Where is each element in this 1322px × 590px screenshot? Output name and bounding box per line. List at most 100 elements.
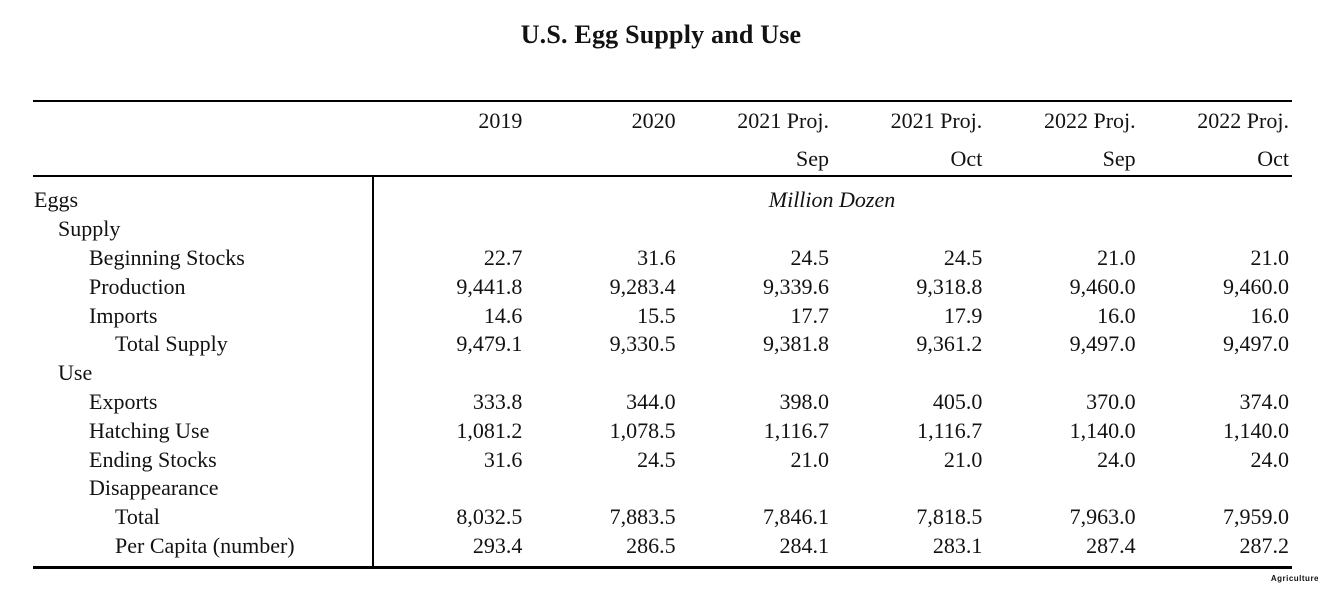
column-month-header-4: Sep: [1102, 146, 1136, 171]
column-month-header-0: [372, 146, 525, 172]
row-label: Per Capita (number): [115, 532, 295, 558]
cell-value: 9,497.0: [1069, 331, 1136, 357]
cell-value: 9,339.6: [762, 273, 829, 299]
cell-value: 7,846.1: [762, 504, 829, 530]
row-label: Use: [58, 360, 93, 386]
cell-value: 31.6: [637, 244, 676, 270]
column-year-header-0: 2019: [478, 108, 523, 133]
cell-value: 7,959.0: [1222, 504, 1289, 530]
row-label: Supply: [58, 216, 121, 242]
cell-value: 24.0: [1097, 446, 1136, 472]
table-row: Exports 333.8 344.0 398.0 405.0 370.0 374.0: [33, 388, 1292, 417]
table-row: Disappearance: [33, 474, 1292, 503]
column-year-header-5: 2022 Proj.: [1197, 108, 1289, 133]
cell-value: 16.0: [1097, 302, 1136, 328]
row-label: Ending Stocks: [89, 446, 217, 472]
column-month-header-5: Oct: [1257, 146, 1289, 171]
column-month-header-3: Oct: [950, 146, 983, 171]
table-row: Hatching Use 1,081.2 1,078.5 1,116.7 1,116.7…: [33, 416, 1292, 445]
cell-value: 9,318.8: [916, 273, 983, 299]
cell-value: 17.9: [943, 302, 983, 328]
cell-value: 9,479.1: [456, 331, 523, 357]
cell-value: 405.0: [932, 388, 983, 414]
table-bottom-rule: [33, 566, 1292, 569]
table-header-rule: [33, 175, 1292, 177]
header-label-spacer: [33, 108, 372, 134]
table-row: Total Supply 9,479.1 9,330.5 9,381.8 9,361.2…: [33, 330, 1292, 359]
cell-value: 284.1: [779, 532, 829, 558]
cell-value: 7,818.5: [916, 504, 983, 530]
cell-value: 21.0: [943, 446, 983, 472]
row-label: Hatching Use: [89, 417, 210, 443]
column-year-header-2: 2021 Proj.: [737, 108, 829, 133]
cell-value: 21.0: [1250, 244, 1289, 270]
cell-value: 1,116.7: [763, 417, 829, 443]
cell-value: 344.0: [626, 388, 676, 414]
column-year-header-3: 2021 Proj.: [890, 108, 983, 133]
table-row: Imports 14.6 15.5 17.7 17.9 16.0 16.0: [33, 301, 1292, 330]
cell-value: 370.0: [1086, 388, 1136, 414]
table-row: Per Capita (number) 293.4 286.5 284.1 283.1 2…: [33, 532, 1292, 561]
row-label: Imports: [89, 302, 158, 328]
column-month-header-2: Sep: [795, 146, 829, 171]
cell-value: 24.5: [943, 244, 983, 270]
row-label: Beginning Stocks: [89, 244, 245, 270]
cell-value: 31.6: [483, 446, 523, 472]
cell-value: 21.0: [1097, 244, 1136, 270]
row-label: Eggs: [34, 187, 78, 213]
cell-value: 15.5: [637, 302, 676, 328]
cell-value: 9,441.8: [456, 273, 523, 299]
cell-value: 9,330.5: [609, 331, 676, 357]
cell-value: 14.6: [483, 302, 523, 328]
row-label: Total Supply: [115, 331, 228, 357]
header-year-row: 2019 2020 2021 Proj. 2021 Proj. 2022 Proj. 20…: [33, 108, 1292, 134]
page-title: U.S. Egg Supply and Use: [520, 20, 802, 49]
table-row: Beginning Stocks 22.7 31.6 24.5 24.5 21.0 21.0: [33, 244, 1292, 273]
agriculture-watermark: Agriculture: [1270, 574, 1319, 583]
header-sub-row: Sep Oct Sep Oct: [33, 146, 1292, 172]
table-body: Eggs Million Dozen Supply Beginning Stocks 2…: [33, 177, 1292, 560]
cell-value: 17.7: [790, 302, 829, 328]
cell-value: 24.5: [637, 446, 676, 472]
unit-label: Million Dozen: [768, 187, 896, 213]
cell-value: 287.4: [1086, 532, 1136, 558]
cell-value: 1,078.5: [609, 417, 676, 443]
row-label: Total: [115, 504, 160, 530]
cell-value: 9,283.4: [609, 273, 676, 299]
cell-value: 24.0: [1250, 446, 1289, 472]
cell-value: 7,883.5: [609, 504, 676, 530]
cell-value: 1,140.0: [1069, 417, 1136, 443]
cell-value: 21.0: [790, 446, 829, 472]
cell-value: 9,381.8: [762, 331, 829, 357]
cell-value: 7,963.0: [1069, 504, 1136, 530]
column-year-header-1: 2020: [631, 108, 676, 133]
cell-value: 333.8: [472, 388, 523, 414]
cell-value: 24.5: [790, 244, 829, 270]
cell-value: 374.0: [1239, 388, 1289, 414]
cell-value: 22.7: [483, 244, 523, 270]
cell-value: 286.5: [626, 532, 676, 558]
cell-value: 9,497.0: [1222, 331, 1289, 357]
cell-value: 9,460.0: [1222, 273, 1289, 299]
cell-value: 8,032.5: [456, 504, 523, 530]
cell-value: 283.1: [932, 532, 983, 558]
table-row: Ending Stocks 31.6 24.5 21.0 21.0 24.0 24.0: [33, 445, 1292, 474]
table-row: Total 8,032.5 7,883.5 7,846.1 7,818.5 7,963.0…: [33, 503, 1292, 532]
column-year-header-4: 2022 Proj.: [1043, 108, 1136, 133]
table-top-rule: [33, 100, 1292, 102]
cell-value: 398.0: [779, 388, 829, 414]
cell-value: 1,081.2: [456, 417, 523, 443]
header-label-spacer: [33, 146, 372, 172]
cell-value: 287.2: [1239, 532, 1289, 558]
cell-value: 293.4: [472, 532, 523, 558]
cell-value: 1,140.0: [1222, 417, 1289, 443]
cell-value: 16.0: [1250, 302, 1289, 328]
row-label: Production: [89, 273, 186, 299]
table-row: Production 9,441.8 9,283.4 9,339.6 9,318.8 9,…: [33, 272, 1292, 301]
column-month-header-1: [525, 146, 678, 172]
column-divider-rule: [372, 177, 374, 566]
table-row: Use: [33, 359, 1292, 388]
cell-value: 9,361.2: [916, 331, 983, 357]
cell-value: 9,460.0: [1069, 273, 1136, 299]
row-label: Disappearance: [89, 475, 219, 501]
